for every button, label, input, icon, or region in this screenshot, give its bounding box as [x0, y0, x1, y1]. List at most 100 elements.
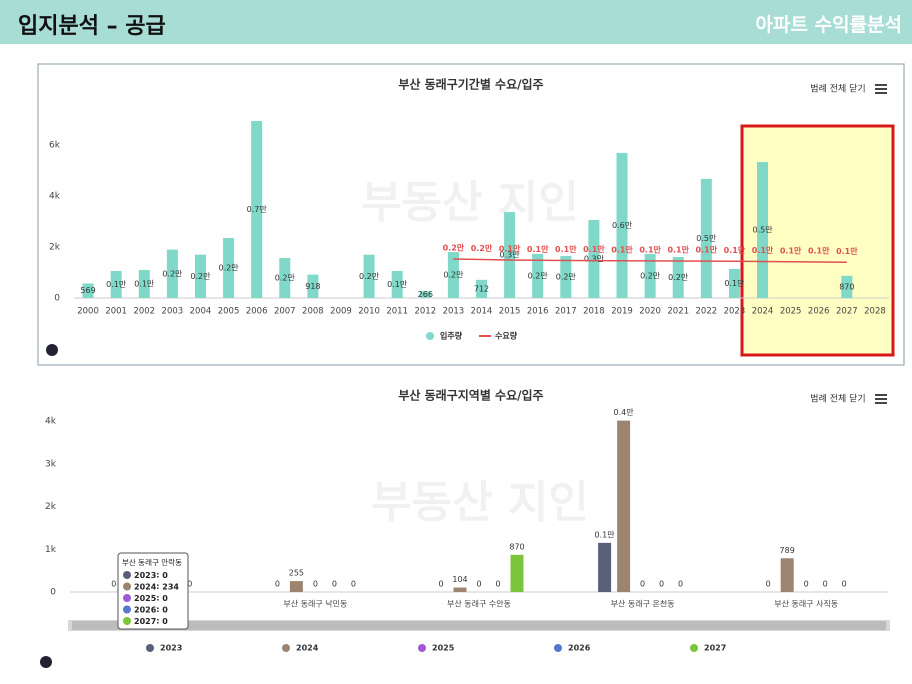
data-label: 0 [313, 580, 318, 589]
data-label: 0.5만 [696, 234, 717, 243]
x-tick-label: 2024 [752, 307, 774, 317]
tooltip-series: 2025 [134, 594, 157, 603]
legend-label[interactable]: 2026 [568, 644, 591, 653]
y-tick-label: 2k [49, 243, 61, 253]
legend-label[interactable]: 수요량 [495, 331, 518, 341]
legend-label[interactable]: 2027 [704, 644, 726, 653]
data-label: 0 [842, 580, 847, 589]
data-label: 0.2만 [668, 273, 689, 282]
tooltip [117, 552, 189, 630]
x-tick-label: 2003 [162, 307, 184, 317]
legend-marker[interactable] [282, 644, 290, 652]
y-tick-label: 4k [49, 192, 61, 202]
legend-label[interactable]: 2024 [296, 644, 319, 653]
data-label: 0.1만 [780, 245, 802, 255]
y-tick-label: 4k [45, 417, 57, 427]
data-label: 712 [474, 284, 489, 293]
tooltip-series: 2027 [134, 617, 156, 626]
bar [279, 257, 291, 298]
legend-button[interactable]: 범례 전체 닫기 [810, 83, 865, 95]
data-label: 0.1만 [387, 280, 408, 289]
bar [363, 254, 375, 298]
x-tick-label: 2012 [414, 307, 436, 317]
x-tick-label: 2005 [218, 307, 240, 317]
legend-marker[interactable] [690, 644, 698, 652]
data-label: 0.2만 [190, 272, 211, 281]
x-tick-label: 부산 동래구 사직동 [774, 599, 838, 609]
x-tick-label: 부산 동래구 수안동 [447, 599, 511, 609]
data-label: 0.1만 [667, 245, 689, 255]
x-tick-label: 2002 [133, 307, 155, 317]
bar [616, 152, 628, 298]
x-tick-label: 2025 [780, 307, 802, 317]
x-tick-label: 2018 [583, 307, 605, 317]
legend-marker[interactable] [146, 644, 154, 652]
data-label: 0 [187, 580, 192, 589]
data-label: 0.1만 [499, 244, 521, 254]
data-label: 0.5만 [752, 226, 773, 235]
data-label: 0.1만 [583, 244, 605, 254]
x-tick-label: 2006 [246, 307, 268, 317]
data-label: 255 [289, 569, 304, 578]
data-label: 0.2만 [556, 272, 577, 281]
data-label: 0.2만 [640, 271, 661, 280]
legend-marker[interactable] [418, 644, 426, 652]
x-tick-label: 2021 [667, 307, 689, 317]
data-label: 0.1만 [696, 245, 718, 255]
scrollbar-thumb[interactable] [72, 621, 886, 630]
bar [447, 252, 459, 298]
bar [476, 279, 487, 298]
data-label: 0.2만 [528, 271, 549, 280]
logo-icon [46, 344, 58, 356]
chart-title: 부산 동래구기간별 수요/입주 [398, 77, 543, 92]
bar [223, 238, 235, 298]
bar [780, 558, 794, 592]
tooltip-value: 234 [162, 582, 179, 591]
y-tick-label: 0 [54, 294, 60, 304]
data-label: 0 [678, 580, 683, 589]
tooltip-marker [123, 594, 131, 602]
x-tick-label: 2013 [443, 307, 465, 317]
x-tick-label: 부산 동래구 낙민동 [283, 599, 347, 609]
x-tick-label: 2007 [274, 307, 296, 317]
legend-marker[interactable] [426, 332, 434, 340]
data-label: 0 [476, 580, 481, 589]
data-label: 0.1만 [555, 244, 577, 254]
legend-label[interactable]: 입주량 [440, 331, 463, 341]
bar [251, 121, 263, 298]
legend-label[interactable]: 2025 [432, 644, 455, 653]
x-tick-label: 2015 [499, 307, 521, 317]
data-label: 0 [495, 580, 500, 589]
tooltip-item: 2023: 0 [134, 571, 168, 580]
bar [166, 249, 178, 298]
tooltip-series: 2026 [134, 605, 157, 614]
data-label: 0 [351, 580, 356, 589]
bar [560, 255, 572, 298]
data-label: 0.4만 [614, 408, 635, 417]
data-label: 0.1만 [134, 279, 155, 288]
bar [391, 270, 403, 298]
bar [728, 268, 740, 298]
data-label: 0 [659, 580, 664, 589]
y-tick-label: 6k [49, 141, 61, 151]
x-tick-label: 2028 [864, 307, 886, 317]
tooltip-value: 0 [162, 617, 168, 626]
data-label: 918 [305, 282, 320, 291]
legend-button[interactable]: 범례 전체 닫기 [810, 393, 865, 405]
bar [419, 291, 431, 298]
tooltip-marker [123, 605, 131, 614]
y-tick-label: 1k [45, 545, 57, 555]
data-label: 0.1만 [527, 244, 549, 254]
legend-label[interactable]: 2023 [160, 644, 182, 653]
bar [307, 274, 319, 298]
data-label: 104 [452, 575, 467, 584]
tooltip-value: 0 [162, 594, 168, 603]
legend-marker[interactable] [554, 644, 562, 652]
bar [757, 162, 769, 298]
y-tick-label: 0 [50, 588, 56, 598]
x-tick-label: 2010 [358, 307, 380, 317]
x-tick-label: 2019 [611, 307, 633, 317]
data-label: 0 [111, 580, 116, 589]
